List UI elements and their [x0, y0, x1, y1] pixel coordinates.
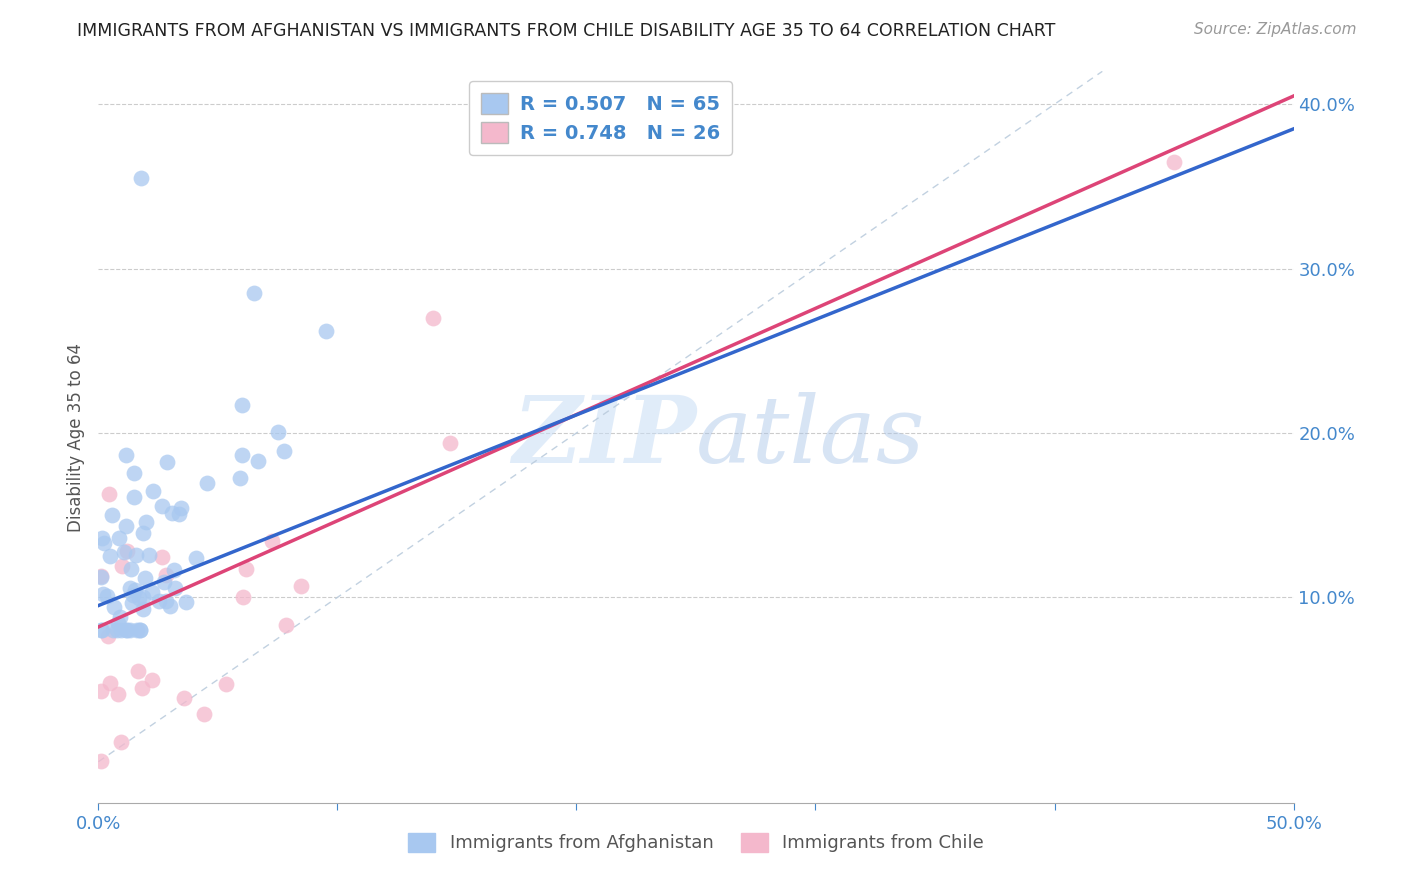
Point	[120, 582, 142, 596]
Point	[195, 476, 218, 491]
Point	[107, 615, 129, 630]
Point	[90, 624, 112, 638]
Point	[162, 506, 184, 520]
Point	[243, 286, 266, 301]
Point	[98, 676, 121, 690]
Point	[110, 624, 132, 638]
Point	[90, 754, 112, 768]
Point	[141, 585, 163, 599]
Point	[422, 310, 444, 325]
Point	[97, 486, 120, 500]
Text: Source: ZipAtlas.com: Source: ZipAtlas.com	[1194, 22, 1357, 37]
Point	[260, 534, 283, 549]
Point	[131, 590, 153, 604]
Point	[142, 483, 165, 498]
Point	[107, 531, 129, 545]
Point	[173, 691, 195, 706]
Point	[122, 588, 145, 602]
Point	[115, 448, 138, 462]
Point	[184, 551, 207, 566]
Point	[91, 624, 114, 638]
Point	[141, 673, 163, 688]
Point	[231, 398, 253, 412]
Point	[165, 582, 187, 596]
Point	[134, 571, 156, 585]
Point	[152, 499, 174, 513]
Point	[155, 568, 177, 582]
Point	[131, 171, 153, 186]
Point	[111, 558, 134, 573]
Point	[247, 454, 270, 468]
Point	[193, 707, 215, 722]
Point	[132, 525, 155, 540]
Point	[174, 595, 197, 609]
Point	[156, 455, 179, 469]
Point	[167, 507, 190, 521]
Point	[131, 681, 153, 696]
Point	[91, 587, 114, 601]
Point	[163, 563, 186, 577]
Point	[120, 562, 142, 576]
Point	[131, 602, 153, 616]
Point	[315, 324, 337, 338]
Point	[97, 629, 120, 643]
Point	[127, 624, 149, 638]
Point	[128, 591, 150, 605]
Point	[120, 624, 142, 638]
Point	[101, 508, 124, 523]
Point	[274, 618, 297, 632]
Point	[439, 436, 461, 450]
Text: atlas: atlas	[696, 392, 925, 482]
Point	[229, 471, 252, 485]
Point	[215, 677, 238, 691]
Y-axis label: Disability Age 35 to 64: Disability Age 35 to 64	[66, 343, 84, 532]
Point	[90, 684, 112, 698]
Point	[159, 599, 181, 613]
Point	[135, 515, 157, 529]
Text: IMMIGRANTS FROM AFGHANISTAN VS IMMIGRANTS FROM CHILE DISABILITY AGE 35 TO 64 COR: IMMIGRANTS FROM AFGHANISTAN VS IMMIGRANT…	[77, 22, 1056, 40]
Point	[90, 569, 112, 583]
Point	[105, 624, 128, 638]
Point	[129, 624, 152, 638]
Point	[107, 687, 129, 701]
Point	[117, 544, 139, 558]
Point	[93, 536, 115, 550]
Point	[90, 569, 112, 583]
Point	[124, 490, 146, 504]
Point	[103, 599, 125, 614]
Point	[114, 518, 136, 533]
Point	[152, 550, 174, 565]
Point	[114, 545, 136, 559]
Point	[127, 664, 149, 678]
Point	[266, 425, 288, 439]
Point	[1163, 154, 1185, 169]
Point	[138, 548, 160, 562]
Point	[124, 583, 146, 598]
Point	[124, 467, 146, 481]
Point	[231, 448, 253, 462]
Point	[148, 594, 170, 608]
Legend: Immigrants from Afghanistan, Immigrants from Chile: Immigrants from Afghanistan, Immigrants …	[401, 826, 991, 860]
Point	[290, 579, 312, 593]
Point	[155, 593, 177, 607]
Point	[170, 501, 193, 516]
Point	[232, 590, 254, 604]
Point	[96, 589, 118, 603]
Point	[90, 531, 112, 545]
Point	[115, 624, 138, 638]
Point	[128, 624, 150, 638]
Point	[235, 562, 257, 576]
Point	[115, 624, 138, 638]
Point	[121, 596, 143, 610]
Point	[98, 549, 121, 563]
Point	[153, 575, 176, 590]
Point	[110, 610, 132, 624]
Text: ZIP: ZIP	[512, 392, 696, 482]
Point	[125, 549, 148, 563]
Point	[273, 444, 295, 458]
Point	[101, 624, 124, 638]
Point	[110, 735, 132, 749]
